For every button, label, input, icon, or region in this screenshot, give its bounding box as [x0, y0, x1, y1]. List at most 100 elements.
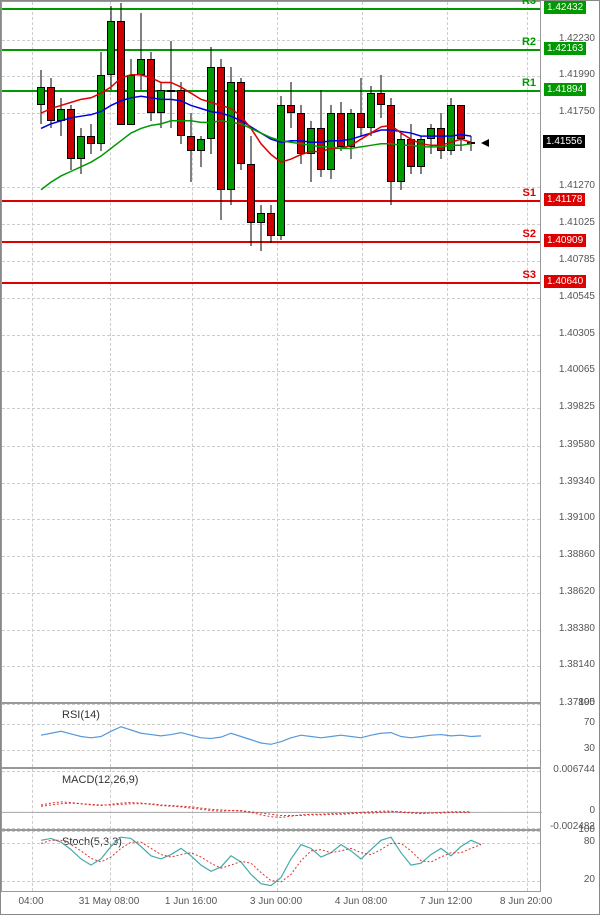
x-tick-label: 7 Jun 12:00 — [420, 896, 472, 907]
candle[interactable] — [167, 2, 175, 704]
rsi-grid-v — [527, 704, 528, 767]
candle[interactable] — [207, 2, 215, 704]
grid-vertical — [527, 2, 528, 702]
candle[interactable] — [427, 2, 435, 704]
level-label-s2: S2 — [523, 228, 536, 240]
stoch-grid-v — [447, 831, 448, 891]
y-tick-label: 1.41025 — [559, 217, 595, 228]
candle[interactable] — [307, 2, 315, 704]
main-price-chart[interactable]: R3R2R1S1S2S3 — [1, 1, 541, 703]
candle[interactable] — [127, 2, 135, 704]
candle[interactable] — [267, 2, 275, 704]
chart-container: R3R2R1S1S2S3 RSI(14) MACD(12,26,9) Stoch… — [0, 0, 600, 915]
rsi-grid — [2, 704, 540, 705]
candle[interactable] — [107, 2, 115, 704]
level-price-r2: 1.42163 — [544, 42, 586, 55]
candle[interactable] — [217, 2, 225, 704]
y-tick-label: 1.38140 — [559, 659, 595, 670]
grid-vertical — [32, 2, 33, 702]
candle[interactable] — [197, 2, 205, 704]
stoch-grid-v — [32, 831, 33, 891]
current-price-badge: 1.41556 — [543, 135, 585, 148]
candle[interactable] — [437, 2, 445, 704]
y-tick-label: 1.41990 — [559, 69, 595, 80]
candle[interactable] — [247, 2, 255, 704]
level-price-r3: 1.42432 — [544, 1, 586, 14]
current-price-arrow — [481, 139, 489, 147]
candle[interactable] — [317, 2, 325, 704]
stoch-tick-label: 80 — [584, 836, 595, 847]
stoch-grid — [2, 843, 540, 844]
rsi-line — [41, 727, 481, 745]
rsi-grid — [2, 750, 540, 751]
candle[interactable] — [147, 2, 155, 704]
macd-line — [41, 802, 471, 818]
macd-grid-v — [110, 769, 111, 829]
candle[interactable] — [397, 2, 405, 704]
x-tick-label: 1 Jun 16:00 — [165, 896, 217, 907]
candle[interactable] — [137, 2, 145, 704]
rsi-indicator-panel[interactable]: RSI(14) — [1, 703, 541, 768]
stoch-grid — [2, 831, 540, 832]
candle[interactable] — [287, 2, 295, 704]
candle[interactable] — [67, 2, 75, 704]
y-tick-label: 1.41270 — [559, 180, 595, 191]
candle[interactable] — [327, 2, 335, 704]
y-tick-label: 1.39825 — [559, 401, 595, 412]
rsi-grid-v — [362, 704, 363, 767]
stoch-grid-v — [192, 831, 193, 891]
macd-grid-v — [527, 769, 528, 829]
candle[interactable] — [297, 2, 305, 704]
candle[interactable] — [277, 2, 285, 704]
candle[interactable] — [337, 2, 345, 704]
y-tick-label: 1.40065 — [559, 364, 595, 375]
candle[interactable] — [97, 2, 105, 704]
x-tick-label: 4 Jun 08:00 — [335, 896, 387, 907]
x-tick-label: 8 Jun 20:00 — [500, 896, 552, 907]
y-tick-label: 1.39100 — [559, 512, 595, 523]
candle[interactable] — [407, 2, 415, 704]
candle[interactable] — [47, 2, 55, 704]
candle[interactable] — [57, 2, 65, 704]
level-label-s1: S1 — [523, 187, 536, 199]
y-tick-label: 1.38620 — [559, 586, 595, 597]
candle[interactable] — [377, 2, 385, 704]
candle[interactable] — [257, 2, 265, 704]
macd-indicator-panel[interactable]: MACD(12,26,9) — [1, 768, 541, 830]
level-price-s2: 1.40909 — [544, 234, 586, 247]
rsi-tick-label: 30 — [584, 743, 595, 754]
candle[interactable] — [157, 2, 165, 704]
stoch-indicator-panel[interactable]: Stoch(5,3,3) — [1, 830, 541, 892]
candle[interactable] — [117, 2, 125, 704]
candle[interactable] — [77, 2, 85, 704]
candle[interactable] — [37, 2, 45, 704]
macd-signal — [41, 803, 471, 815]
level-price-s1: 1.41178 — [544, 193, 585, 206]
candle[interactable] — [237, 2, 245, 704]
candle[interactable] — [177, 2, 185, 704]
candle[interactable] — [347, 2, 355, 704]
y-tick-label: 1.38860 — [559, 549, 595, 560]
candle[interactable] — [367, 2, 375, 704]
candle[interactable] — [467, 2, 475, 704]
candle[interactable] — [187, 2, 195, 704]
rsi-grid-v — [32, 704, 33, 767]
macd-grid — [2, 828, 540, 829]
rsi-tick-label: 70 — [584, 717, 595, 728]
candle[interactable] — [417, 2, 425, 704]
y-tick-label: 1.39580 — [559, 439, 595, 450]
stoch-grid-v — [277, 831, 278, 891]
macd-grid-v — [447, 769, 448, 829]
level-label-s3: S3 — [523, 269, 536, 281]
candle[interactable] — [387, 2, 395, 704]
candle[interactable] — [87, 2, 95, 704]
macd-grid-v — [362, 769, 363, 829]
candle[interactable] — [357, 2, 365, 704]
macd-tick-label: 0 — [589, 805, 595, 816]
y-tick-label: 1.38380 — [559, 623, 595, 634]
candle[interactable] — [227, 2, 235, 704]
macd-label: MACD(12,26,9) — [62, 774, 138, 786]
candle[interactable] — [447, 2, 455, 704]
candle[interactable] — [457, 2, 465, 704]
y-tick-label: 1.41750 — [559, 106, 595, 117]
